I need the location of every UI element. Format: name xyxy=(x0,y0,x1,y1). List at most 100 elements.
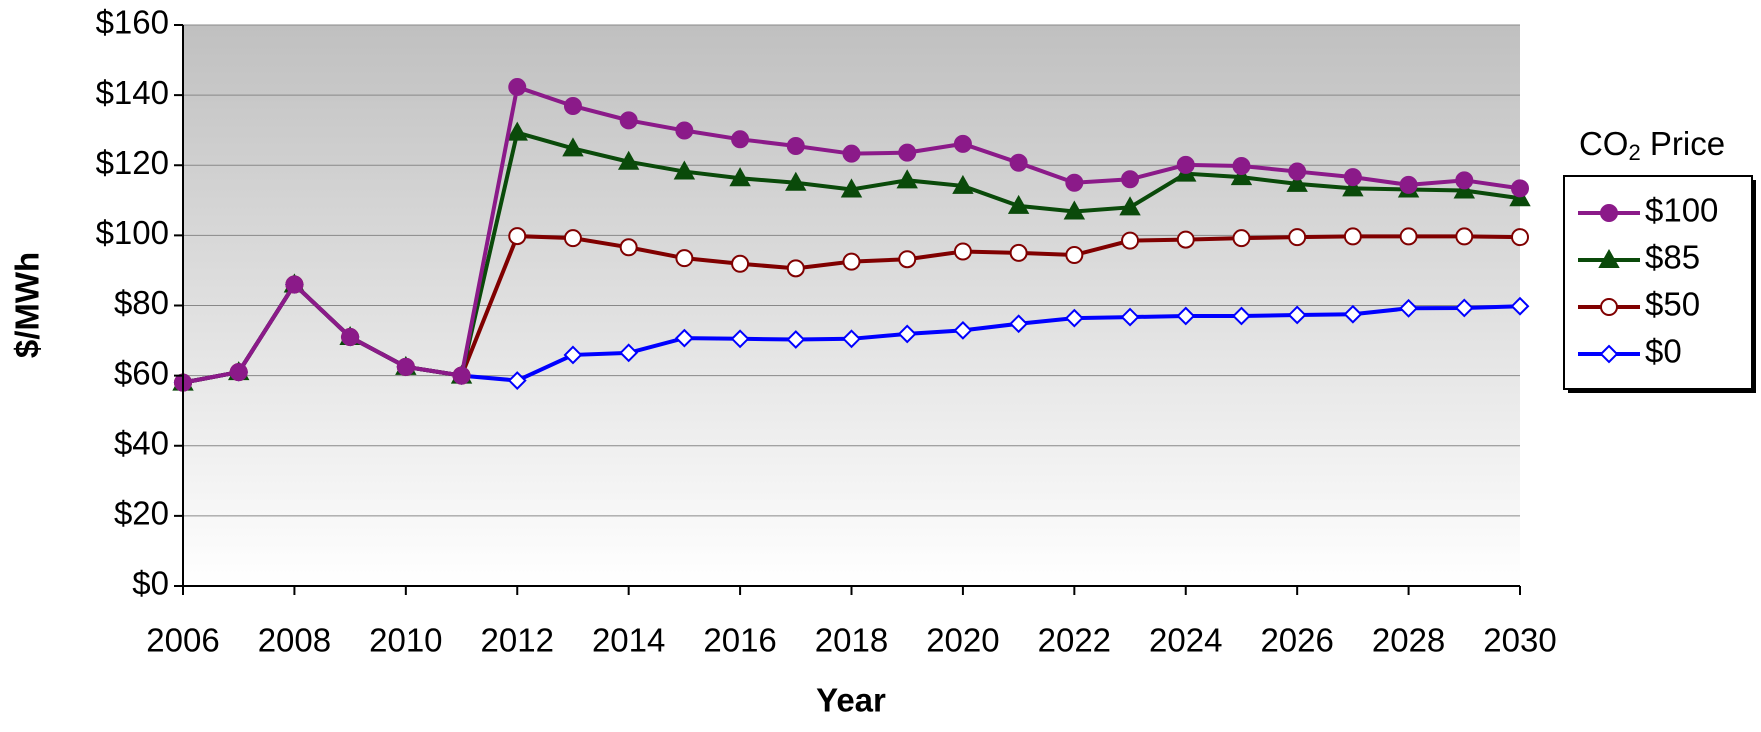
x-tick-label: 2012 xyxy=(481,622,554,659)
marker xyxy=(842,144,861,163)
marker xyxy=(1511,179,1529,198)
marker xyxy=(1286,172,1308,192)
marker xyxy=(786,259,805,278)
x-tick-label: 2024 xyxy=(1149,622,1222,659)
marker xyxy=(1009,153,1028,172)
marker xyxy=(898,143,917,162)
marker xyxy=(674,328,694,348)
marker xyxy=(1511,228,1529,247)
legend-title: CO2 Price xyxy=(1579,125,1725,165)
legend-marker xyxy=(1599,344,1619,364)
marker xyxy=(396,357,415,376)
marker xyxy=(953,320,973,340)
marker xyxy=(508,227,527,246)
marker xyxy=(506,121,528,141)
marker xyxy=(341,328,360,347)
marker xyxy=(1230,166,1253,186)
marker xyxy=(675,121,694,140)
marker xyxy=(675,249,694,268)
marker xyxy=(1120,307,1140,327)
x-tick-label: 2022 xyxy=(1038,622,1111,659)
x-tick-label: 2006 xyxy=(146,622,219,659)
marker xyxy=(897,324,917,344)
y-tick-label: $80 xyxy=(114,284,169,321)
marker xyxy=(786,330,806,349)
marker xyxy=(1119,196,1141,216)
marker xyxy=(507,371,527,390)
legend-label: $50 xyxy=(1645,286,1700,323)
marker xyxy=(842,329,861,349)
legend-title-text: CO xyxy=(1579,125,1629,162)
y-tick-label: $160 xyxy=(96,4,169,41)
marker xyxy=(840,178,863,198)
marker xyxy=(1232,229,1251,248)
y-tick-label: $100 xyxy=(96,214,169,251)
x-tick-label: 2026 xyxy=(1260,622,1333,659)
marker xyxy=(1288,162,1307,181)
marker xyxy=(898,250,917,269)
marker xyxy=(563,345,583,365)
marker xyxy=(1176,230,1195,249)
x-axis-title: Year xyxy=(816,682,886,719)
marker xyxy=(1343,304,1363,324)
marker xyxy=(1176,306,1196,326)
legend-marker xyxy=(1600,298,1618,316)
marker xyxy=(1232,306,1251,326)
marker xyxy=(673,160,696,180)
marker xyxy=(617,150,640,170)
legend-marker xyxy=(1600,204,1618,222)
marker xyxy=(1399,298,1418,318)
legend-label: $100 xyxy=(1645,192,1718,229)
marker xyxy=(452,366,471,385)
x-tick-label: 2028 xyxy=(1372,622,1445,659)
x-tick-label: 2030 xyxy=(1483,622,1556,659)
y-tick-label: $60 xyxy=(114,354,169,391)
marker xyxy=(952,174,974,194)
marker xyxy=(1232,156,1251,175)
marker xyxy=(1510,296,1530,316)
marker xyxy=(1007,194,1030,214)
x-tick-label: 2014 xyxy=(592,622,665,659)
marker xyxy=(953,134,972,153)
marker xyxy=(1065,246,1084,265)
marker xyxy=(1176,155,1195,174)
y-tick-label: $20 xyxy=(114,495,169,532)
marker xyxy=(285,275,304,294)
marker xyxy=(1343,168,1362,187)
marker xyxy=(785,171,807,191)
marker xyxy=(563,229,582,248)
marker xyxy=(731,254,750,273)
y-tick-label: $0 xyxy=(132,565,169,602)
y-tick-label: $140 xyxy=(96,74,169,111)
marker xyxy=(619,111,638,130)
marker xyxy=(508,78,527,97)
marker xyxy=(896,169,918,189)
marker xyxy=(731,130,750,149)
marker xyxy=(1121,231,1140,250)
legend-title-subscript: 2 xyxy=(1628,140,1640,165)
legend-label: $85 xyxy=(1645,239,1700,276)
marker xyxy=(729,167,751,187)
legend-marker xyxy=(1598,248,1620,268)
marker xyxy=(1454,298,1474,318)
series xyxy=(174,78,1529,392)
x-tick-label: 2016 xyxy=(703,622,776,659)
marker xyxy=(619,238,638,257)
marker xyxy=(1064,308,1084,328)
marker xyxy=(1399,227,1418,246)
marker xyxy=(730,329,750,349)
x-tick-label: 2010 xyxy=(369,622,442,659)
y-tick-label: $120 xyxy=(96,144,169,181)
marker xyxy=(1342,177,1364,197)
marker xyxy=(562,137,584,157)
marker xyxy=(1455,227,1474,246)
y-axis-title: $/MWh xyxy=(9,252,46,358)
marker xyxy=(786,136,805,155)
marker xyxy=(1343,227,1362,246)
marker xyxy=(1288,228,1307,247)
legend-title-text: Price xyxy=(1641,125,1725,162)
marker xyxy=(953,242,972,261)
marker xyxy=(1121,170,1140,189)
marker xyxy=(619,343,639,363)
